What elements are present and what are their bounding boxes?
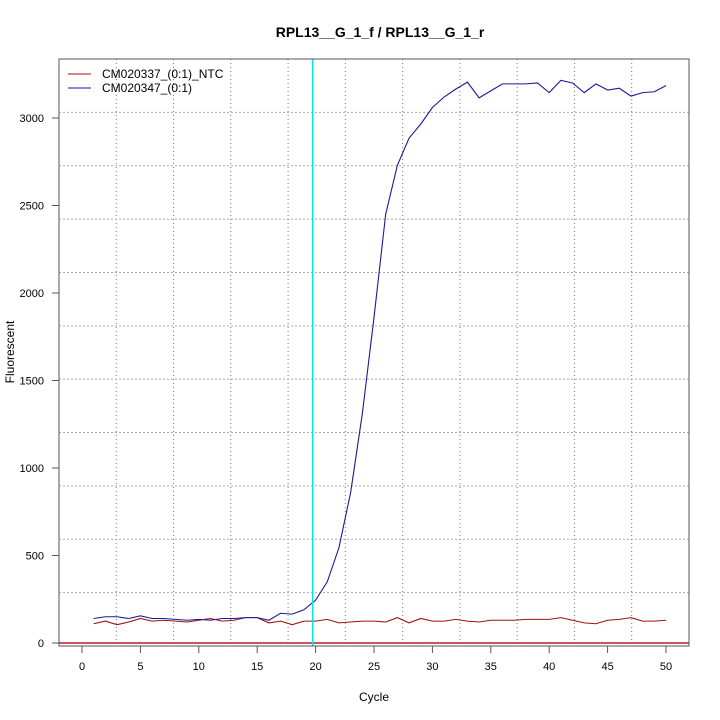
y-tick-label: 3000 [20,113,44,125]
x-tick-label: 25 [368,661,380,673]
x-tick-label: 30 [426,661,438,673]
y-tick-label: 0 [38,638,44,650]
y-axis-label: Fluorescent [3,320,17,383]
x-tick-label: 10 [193,661,205,673]
x-axis-label: Cycle [359,690,389,704]
x-tick-label: 0 [79,661,85,673]
y-tick-label: 1000 [20,463,44,475]
x-tick-label: 40 [543,661,555,673]
x-tick-label: 45 [601,661,613,673]
data-lines [59,59,689,646]
legend-label-1: CM020347_(0:1) [102,81,192,95]
plot-frame [58,58,690,647]
legend: CM020337_(0:1)_NTC CM020347_(0:1) [68,67,224,95]
x-tick-label: 5 [137,661,143,673]
y-tick-label: 1500 [20,376,44,388]
y-tick-label: 2500 [20,201,44,213]
x-tick-label: 50 [660,661,672,673]
axes: 0 5 10 15 20 25 30 35 40 45 5005001000150020002500… [20,113,673,673]
x-tick-label: 35 [485,661,497,673]
series-line-1 [93,79,667,621]
x-tick-label: 20 [309,661,321,673]
y-tick-label: 500 [26,551,44,563]
series-line-0 [93,617,667,626]
chart-title: RPL13__G_1_f / RPL13__G_1_r [276,24,485,40]
x-tick-label: 15 [251,661,263,673]
grid [59,59,689,646]
y-tick-label: 2000 [20,288,44,300]
legend-label-0: CM020337_(0:1)_NTC [102,67,224,81]
